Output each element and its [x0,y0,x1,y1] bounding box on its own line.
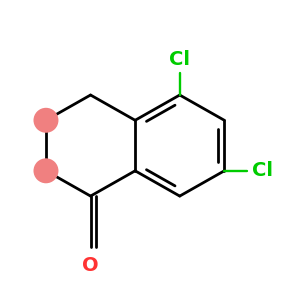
Text: Cl: Cl [169,50,190,69]
Circle shape [34,158,58,183]
Text: Cl: Cl [252,161,273,180]
Circle shape [34,108,58,133]
Text: O: O [82,256,99,275]
